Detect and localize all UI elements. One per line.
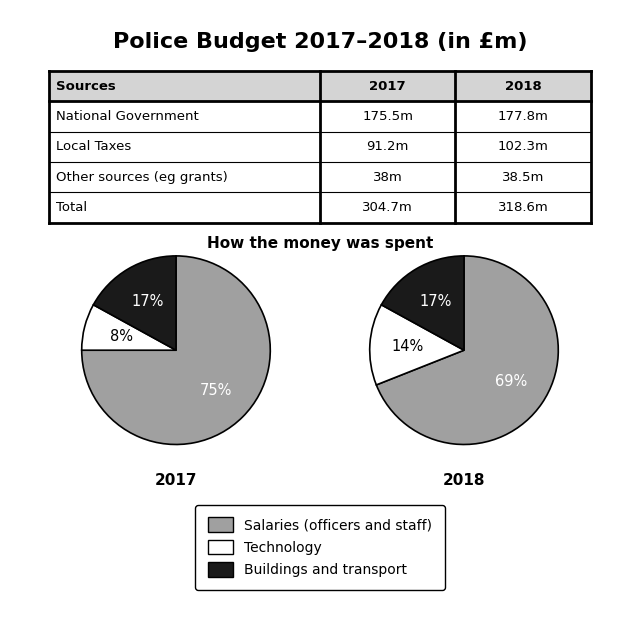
Text: 69%: 69% [495,374,527,389]
Text: 175.5m: 175.5m [362,110,413,123]
Text: 304.7m: 304.7m [362,201,413,214]
Text: 17%: 17% [419,294,451,309]
Text: 17%: 17% [131,294,163,309]
Text: 8%: 8% [109,329,132,344]
Text: Total: Total [56,201,87,214]
Text: 2017: 2017 [155,472,197,488]
Wedge shape [82,305,176,350]
Bar [49,101,591,222]
Wedge shape [370,305,464,385]
Wedge shape [381,256,464,350]
Wedge shape [82,256,270,444]
Text: Local Taxes: Local Taxes [56,141,131,154]
Text: How the money was spent: How the money was spent [207,236,433,251]
Text: 14%: 14% [392,339,424,354]
Text: 2018: 2018 [443,472,485,488]
Text: 38m: 38m [373,171,403,184]
Text: 2018: 2018 [505,80,541,92]
Legend: Salaries (officers and staff), Technology, Buildings and transport: Salaries (officers and staff), Technolog… [195,505,445,589]
Wedge shape [376,256,558,444]
Text: 318.6m: 318.6m [498,201,548,214]
Text: National Government: National Government [56,110,198,123]
Text: Other sources (eg grants): Other sources (eg grants) [56,171,228,184]
Text: 177.8m: 177.8m [498,110,548,123]
Text: 2017: 2017 [369,80,406,92]
Text: Police Budget 2017–2018 (in £m): Police Budget 2017–2018 (in £m) [113,32,527,52]
Text: 38.5m: 38.5m [502,171,544,184]
Bar [49,71,591,101]
Text: 75%: 75% [200,382,232,398]
Text: 102.3m: 102.3m [498,141,548,154]
Wedge shape [93,256,176,350]
Text: Sources: Sources [56,80,116,92]
Text: 91.2m: 91.2m [367,141,409,154]
